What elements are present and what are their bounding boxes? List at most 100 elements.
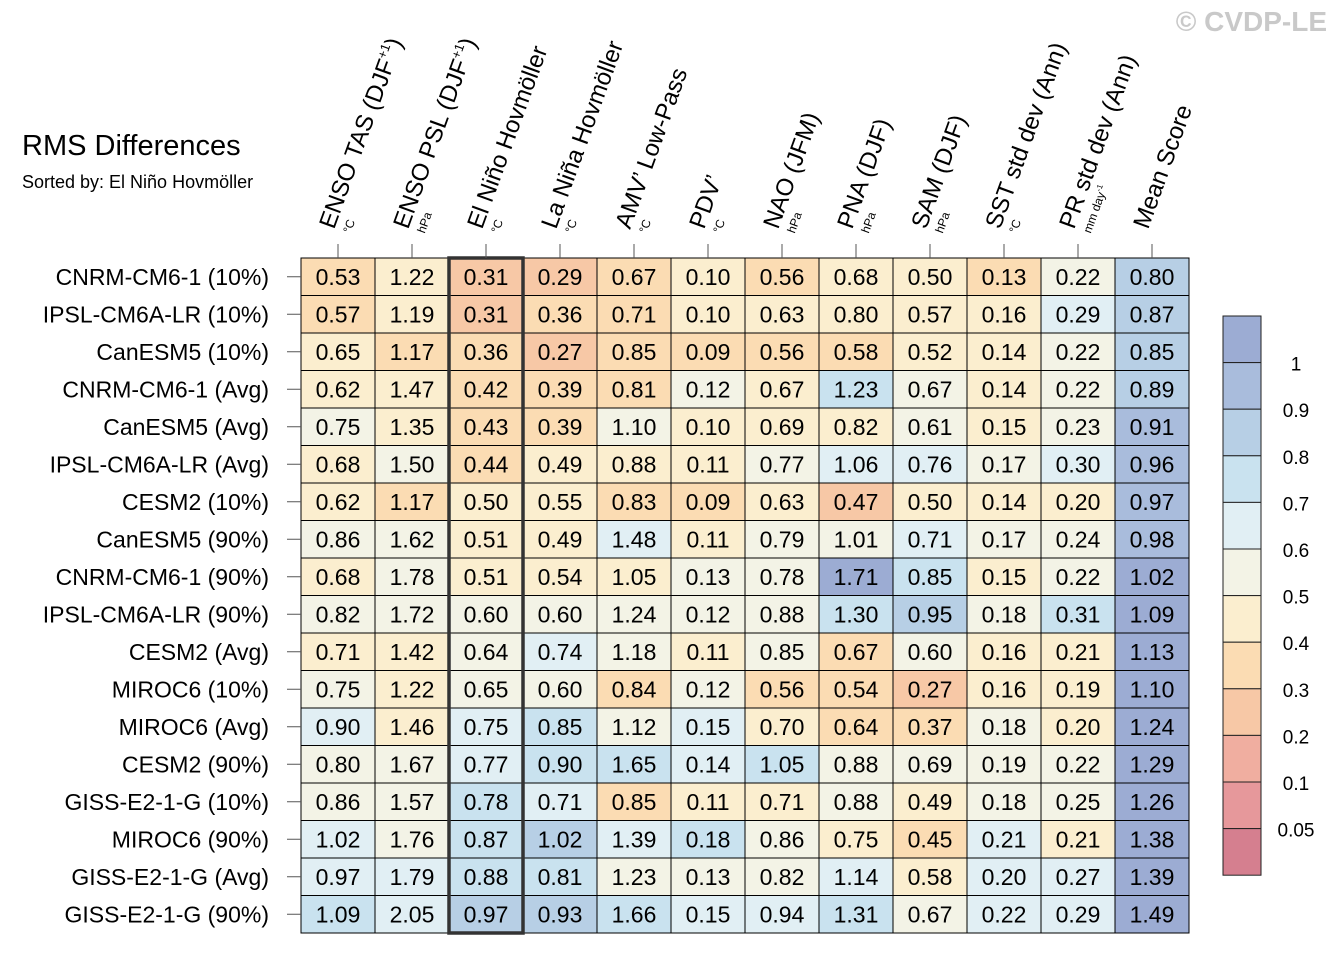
cell-value: 0.58	[908, 864, 953, 890]
heatmap-cell	[670, 745, 746, 784]
heatmap-cell	[448, 820, 524, 859]
heatmap-cell	[670, 670, 746, 709]
cell-value: 1.17	[390, 489, 435, 515]
colorbar-label: 0.1	[1283, 774, 1309, 795]
cell-value: 0.50	[464, 489, 509, 515]
cell-value: 1.39	[1130, 864, 1175, 890]
cell-value: 0.75	[464, 714, 509, 740]
column-unit: °C	[562, 217, 580, 235]
column-label-sup: +1	[448, 41, 467, 60]
heatmap-cell	[1114, 595, 1190, 634]
heatmap-cell	[522, 407, 598, 446]
heatmap-cell	[670, 595, 746, 634]
cell-value: 1.42	[390, 639, 435, 665]
cell-value: 0.14	[982, 376, 1027, 402]
cell-value: 0.15	[686, 901, 731, 927]
cell-value: 0.21	[1056, 639, 1101, 665]
row-label: GISS-E2-1-G (10%)	[65, 789, 270, 815]
cell-value: 2.05	[390, 901, 435, 927]
cell-value: 1.10	[1130, 676, 1175, 702]
cell-value: 1.39	[612, 826, 657, 852]
cell-value: 1.30	[834, 601, 879, 627]
cell-value: 1.12	[612, 714, 657, 740]
cell-value: 0.45	[908, 826, 953, 852]
column-unit: hPa	[784, 210, 805, 235]
cell-value: 0.14	[982, 489, 1027, 515]
heatmap-cell	[374, 332, 450, 371]
cell-value: 0.11	[686, 526, 729, 552]
cell-value: 0.71	[760, 789, 805, 815]
cell-value: 0.80	[1130, 264, 1175, 290]
cell-value: 0.49	[538, 451, 583, 477]
cell-value: 0.16	[982, 676, 1027, 702]
cell-value: 0.11	[686, 639, 729, 665]
heatmap-cell	[374, 820, 450, 859]
cell-value: 0.93	[538, 901, 583, 927]
cell-value: 0.81	[612, 376, 657, 402]
cell-value: 0.80	[316, 751, 361, 777]
heatmap-cell	[596, 445, 672, 484]
colorbar-box	[1222, 548, 1262, 597]
row-label: CanESM5 (Avg)	[103, 414, 269, 440]
cell-value: 0.49	[538, 526, 583, 552]
cell-value: 1.76	[390, 826, 435, 852]
heatmap-cell	[818, 370, 894, 409]
heatmap-cell	[818, 295, 894, 334]
cell-value: 1.49	[1130, 901, 1175, 927]
cell-value: 1.01	[834, 526, 879, 552]
heatmap-cell	[522, 445, 598, 484]
heatmap-cell	[744, 557, 820, 596]
cell-value: 0.18	[982, 601, 1027, 627]
cell-value: 1.24	[612, 601, 657, 627]
heatmap-cell	[596, 407, 672, 446]
cell-value: 0.12	[686, 601, 731, 627]
cell-value: 0.90	[316, 714, 361, 740]
heatmap-cell	[744, 895, 820, 934]
heatmap-cell	[300, 857, 376, 896]
cell-value: 1.24	[1130, 714, 1175, 740]
cell-value: 0.14	[982, 339, 1027, 365]
cell-value: 0.78	[464, 789, 509, 815]
heatmap-cell	[596, 820, 672, 859]
heatmap-cell	[818, 782, 894, 821]
cell-value: 0.77	[760, 451, 805, 477]
colorbar-box	[1222, 501, 1262, 550]
heatmap-cell	[892, 295, 968, 334]
cell-value: 0.31	[464, 264, 509, 290]
heatmap-cell	[1114, 632, 1190, 671]
cell-value: 0.22	[1056, 376, 1101, 402]
cell-value: 0.10	[686, 414, 731, 440]
heatmap-cells: 0.53 0.57 0.65 0.62 0.75 0.68 0.62 0.86 0.68 0.82…	[300, 257, 1190, 934]
cell-value: 0.86	[316, 526, 361, 552]
cell-value: 0.60	[464, 601, 509, 627]
cell-value: 0.97	[316, 864, 361, 890]
cell-value: 1.13	[1130, 639, 1175, 665]
heatmap-cell	[744, 745, 820, 784]
heatmap-cell	[744, 632, 820, 671]
colorbar-box	[1222, 734, 1262, 783]
cell-value: 0.18	[982, 714, 1027, 740]
cell-value: 1.06	[834, 451, 879, 477]
colorbar-label: 0.6	[1283, 541, 1309, 562]
heatmap-cell	[744, 445, 820, 484]
cell-value: 0.22	[1056, 339, 1101, 365]
cell-value: 0.50	[908, 489, 953, 515]
cell-value: 1.17	[390, 339, 435, 365]
column-unit: hPa	[932, 210, 953, 235]
cell-value: 0.67	[834, 639, 879, 665]
cell-value: 0.71	[612, 301, 657, 327]
cell-value: 0.49	[908, 789, 953, 815]
cell-value: 0.83	[612, 489, 657, 515]
heatmap-cell	[670, 295, 746, 334]
cell-value: 0.82	[316, 601, 361, 627]
heatmap-cell	[374, 257, 450, 296]
cell-value: 1.57	[390, 789, 435, 815]
cell-value: 1.05	[612, 564, 657, 590]
cell-value: 0.96	[1130, 451, 1175, 477]
cell-value: 0.54	[538, 564, 583, 590]
colorbar-box	[1222, 408, 1262, 457]
heatmap-cell	[818, 445, 894, 484]
cell-value: 1.22	[390, 676, 435, 702]
cell-value: 1.18	[612, 639, 657, 665]
heatmap-cell	[670, 445, 746, 484]
